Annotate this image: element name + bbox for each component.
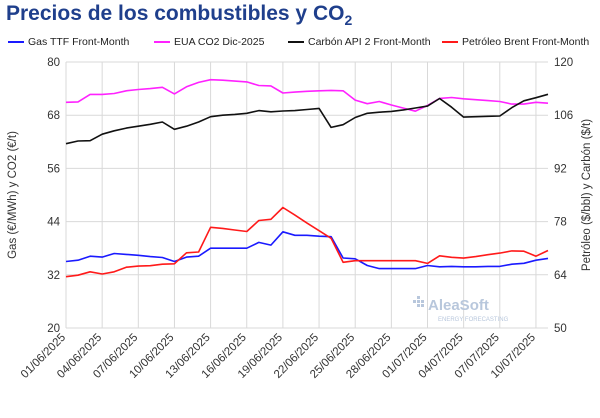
gridlines xyxy=(65,61,548,329)
legend-swatch xyxy=(154,41,170,43)
legend-label: Carbón API 2 Front-Month xyxy=(308,36,431,48)
chart-title-sub: 2 xyxy=(344,12,353,29)
series-line-3 xyxy=(65,93,549,145)
y-right-axis-label: Petróleo ($/bbl) y Carbón ($/t) xyxy=(581,119,593,271)
y-left-axis-label: Gas (€/MWh) y CO2 (€/t) xyxy=(7,131,19,259)
legend-label: Petróleo Brent Front-Month xyxy=(462,36,590,48)
legend-item: Carbón API 2 Front-Month xyxy=(288,36,431,48)
watermark: AleaSoft ENERGY FORECASTING xyxy=(413,296,509,323)
y-left-tick-label: 20 xyxy=(47,323,60,335)
legend-swatch xyxy=(442,41,458,43)
legend: Gas TTF Front-Month EUA CO2 Dic-2025 Carbó… xyxy=(4,36,600,52)
watermark-brand: AleaSoft xyxy=(428,297,489,314)
y-left-tick-label: 56 xyxy=(47,163,60,175)
aleasoft-logo-icon xyxy=(413,296,424,307)
series-line-4 xyxy=(65,206,549,278)
y-left-tick-label: 68 xyxy=(47,110,60,122)
y-left-tick-label: 80 xyxy=(47,57,60,69)
legend-item: Petróleo Brent Front-Month xyxy=(442,36,589,48)
legend-item: Gas TTF Front-Month xyxy=(8,36,129,48)
y-right-tick-label: 64 xyxy=(554,270,567,282)
series-line-1 xyxy=(65,231,549,270)
series-line-2 xyxy=(65,78,549,112)
chart-title: Precios de los combustibles y CO2 xyxy=(6,2,352,28)
series-lines xyxy=(65,78,549,278)
y-right-tick-label: 78 xyxy=(554,217,567,229)
y-right-tick-label: 92 xyxy=(554,163,567,175)
y-right-tick-label: 106 xyxy=(554,110,573,122)
legend-item: EUA CO2 Dic-2025 xyxy=(154,36,264,48)
watermark-tagline: ENERGY FORECASTING xyxy=(438,317,509,323)
legend-label: EUA CO2 Dic-2025 xyxy=(174,36,265,48)
y-right-tick-label: 120 xyxy=(554,57,573,69)
y-left-tick-label: 44 xyxy=(47,217,60,229)
legend-swatch xyxy=(8,41,24,43)
legend-label: Gas TTF Front-Month xyxy=(28,36,130,48)
legend-swatch xyxy=(288,41,304,43)
chart-title-main: Precios de los combustibles y CO xyxy=(6,2,345,25)
y-left-tick-label: 32 xyxy=(47,270,60,282)
y-right-tick-label: 50 xyxy=(554,323,567,335)
